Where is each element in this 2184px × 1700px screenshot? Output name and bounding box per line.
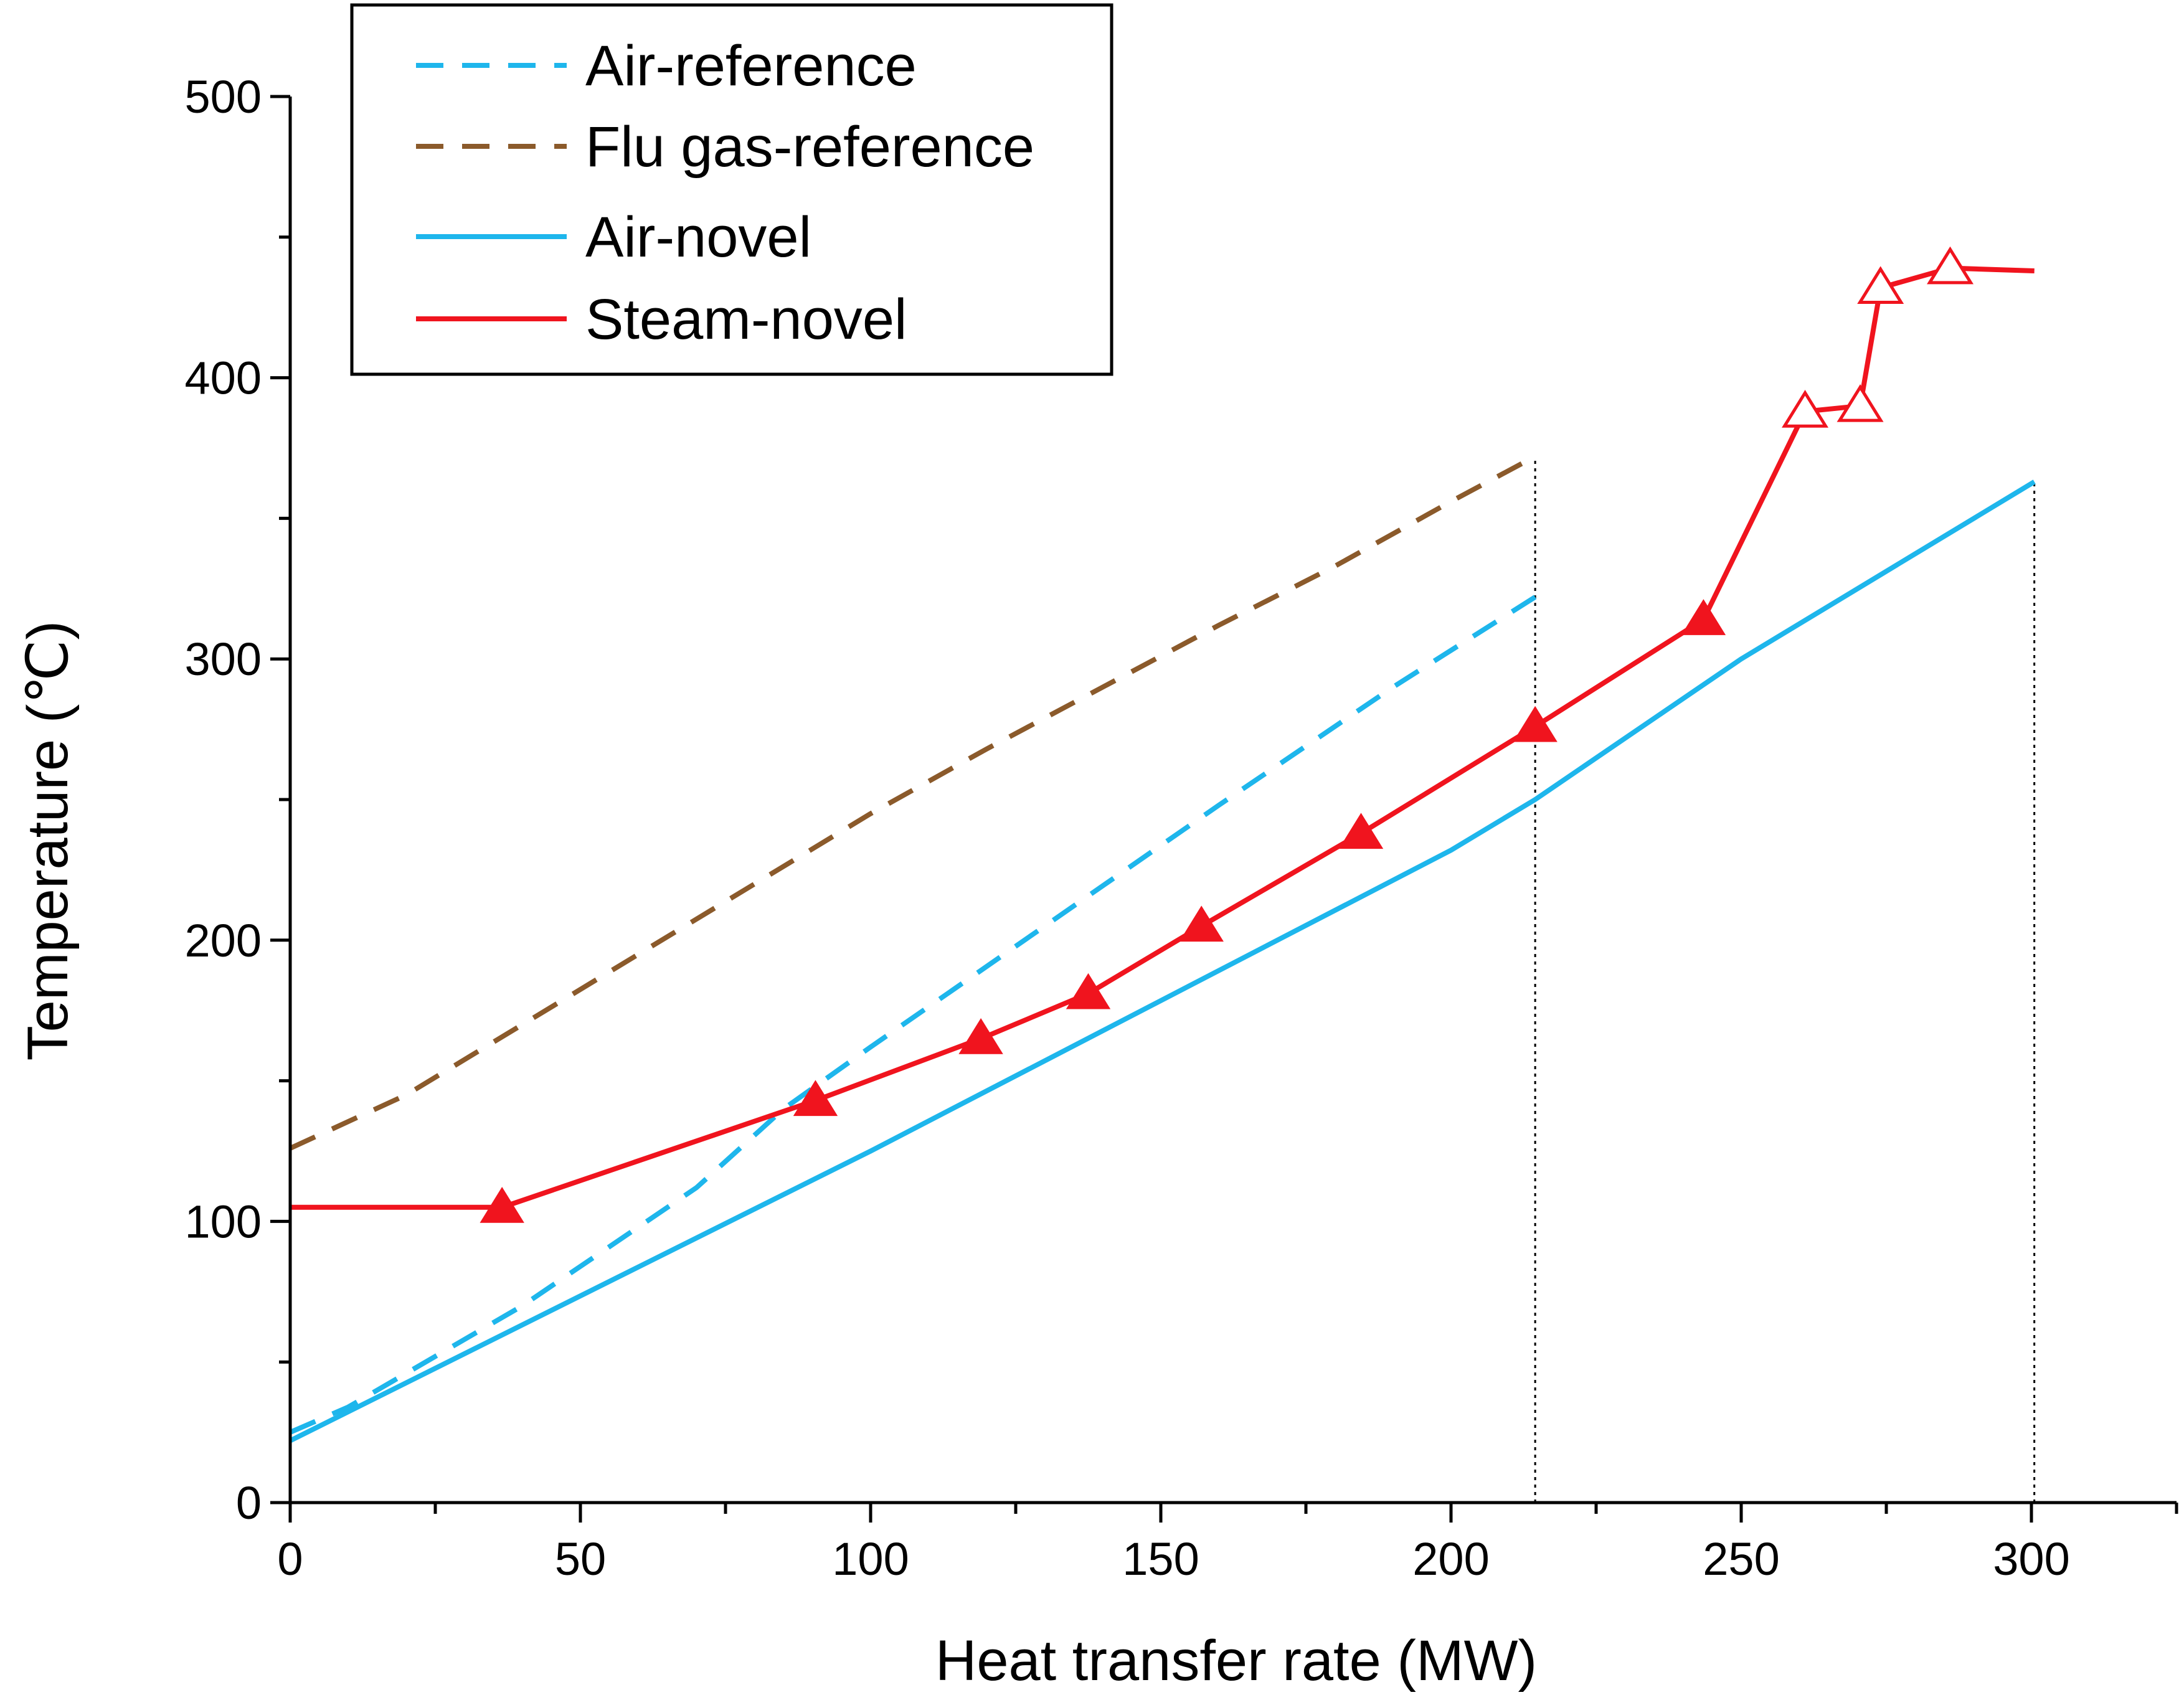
- x-tick-label: 50: [555, 1533, 606, 1585]
- x-tick-label: 200: [1412, 1533, 1489, 1585]
- data-point-filled-triangle: [1066, 973, 1111, 1009]
- y-tick-label: 500: [185, 71, 262, 123]
- data-point-open-triangle: [1927, 246, 1974, 285]
- series-line-air-reference: [289, 595, 1537, 1435]
- data-point-filled-triangle: [1179, 905, 1224, 942]
- x-tick-label: 0: [277, 1533, 303, 1585]
- legend-label-steam-novel: Steam-novel: [585, 288, 907, 351]
- x-axis-title: Heat transfer rate (MW): [935, 1629, 1537, 1693]
- data-point-filled-triangle: [958, 1018, 1003, 1054]
- y-tick-label: 100: [185, 1196, 262, 1247]
- plot-area: [289, 246, 2036, 1503]
- legend-label-air-reference: Air-reference: [585, 34, 917, 98]
- x-tick-label: 250: [1703, 1533, 1779, 1585]
- legend: Air-reference Flu gas-reference Air-novel S…: [350, 3, 1113, 376]
- x-tick-label: 100: [832, 1533, 909, 1585]
- axes: 0 50 100 150 200 250 300 0 100 200 300 400 500: [185, 71, 2178, 1585]
- y-tick-label: 0: [236, 1477, 262, 1529]
- y-tick-label: 400: [185, 352, 262, 404]
- y-tick-label: 300: [185, 633, 262, 685]
- x-tick-label: 150: [1122, 1533, 1199, 1585]
- data-point-filled-triangle: [1338, 813, 1384, 849]
- data-point-filled-triangle: [480, 1186, 524, 1223]
- legend-label-air-novel: Air-novel: [585, 205, 811, 269]
- x-tick-label: 300: [1993, 1533, 2069, 1585]
- series-line-air-novel: [289, 479, 2036, 1443]
- data-point-open-triangle: [1857, 266, 1904, 304]
- data-point-filled-triangle: [793, 1080, 838, 1117]
- data-point-filled-triangle: [1681, 599, 1726, 635]
- y-tick-label: 200: [185, 915, 262, 966]
- series-line-flu-gas-reference: [289, 454, 1536, 1151]
- legend-label-flu-gas-reference: Flu gas-reference: [585, 115, 1034, 179]
- y-axis-title: Temperature (℃): [16, 621, 80, 1061]
- series-line-steam-novel: [290, 265, 2035, 1210]
- data-point-filled-triangle: [1513, 706, 1558, 742]
- data-point-open-triangle: [1837, 384, 1884, 422]
- data-point-open-triangle: [1782, 390, 1829, 428]
